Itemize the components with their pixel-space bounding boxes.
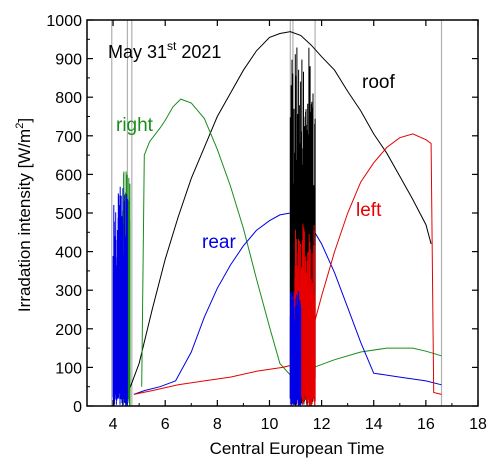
series-line-rear: [134, 213, 442, 394]
y-tick-label-400: 400: [55, 245, 82, 262]
x-tick-label-16: 16: [417, 416, 435, 433]
chart-title: May 31st 2021: [108, 39, 221, 62]
series-label-roof: roof: [362, 72, 395, 93]
x-tick-label-10: 10: [261, 416, 279, 433]
burst-rear-4: [290, 291, 300, 406]
x-tick-label-14: 14: [365, 416, 383, 433]
y-tick-label-1000: 1000: [46, 13, 82, 30]
y-tick-label-500: 500: [55, 206, 82, 223]
y-tick-label-900: 900: [55, 52, 82, 69]
y-tick-label-0: 0: [73, 399, 82, 416]
y-axis-label: Irradation intensity [W/m2]: [14, 118, 34, 312]
series-label-right: right: [116, 115, 154, 136]
x-tick-label-12: 12: [313, 416, 331, 433]
series-line-left: [134, 134, 442, 395]
series-label-rear: rear: [202, 232, 236, 253]
x-tick-label-6: 6: [161, 416, 170, 433]
y-tick-label-200: 200: [55, 322, 82, 339]
y-axis-label-main: Irradation intensity [W/m: [15, 129, 34, 312]
y-axis-label-close: ]: [15, 118, 34, 123]
y-tick-label-700: 700: [55, 129, 82, 146]
chart-title-year: 2021: [176, 42, 221, 62]
x-tick-label-8: 8: [213, 416, 222, 433]
burst-rear-1: [113, 187, 127, 406]
y-tick-label-800: 800: [55, 90, 82, 107]
x-tick-label-18: 18: [469, 416, 487, 433]
y-tick-label-100: 100: [55, 360, 82, 377]
x-axis-label: Central European Time: [210, 439, 385, 458]
y-tick-label-600: 600: [55, 167, 82, 184]
chart-title-main: May 31: [108, 42, 167, 62]
series-label-left: left: [356, 200, 382, 221]
x-tick-label-4: 4: [109, 416, 118, 433]
y-tick-label-300: 300: [55, 283, 82, 300]
